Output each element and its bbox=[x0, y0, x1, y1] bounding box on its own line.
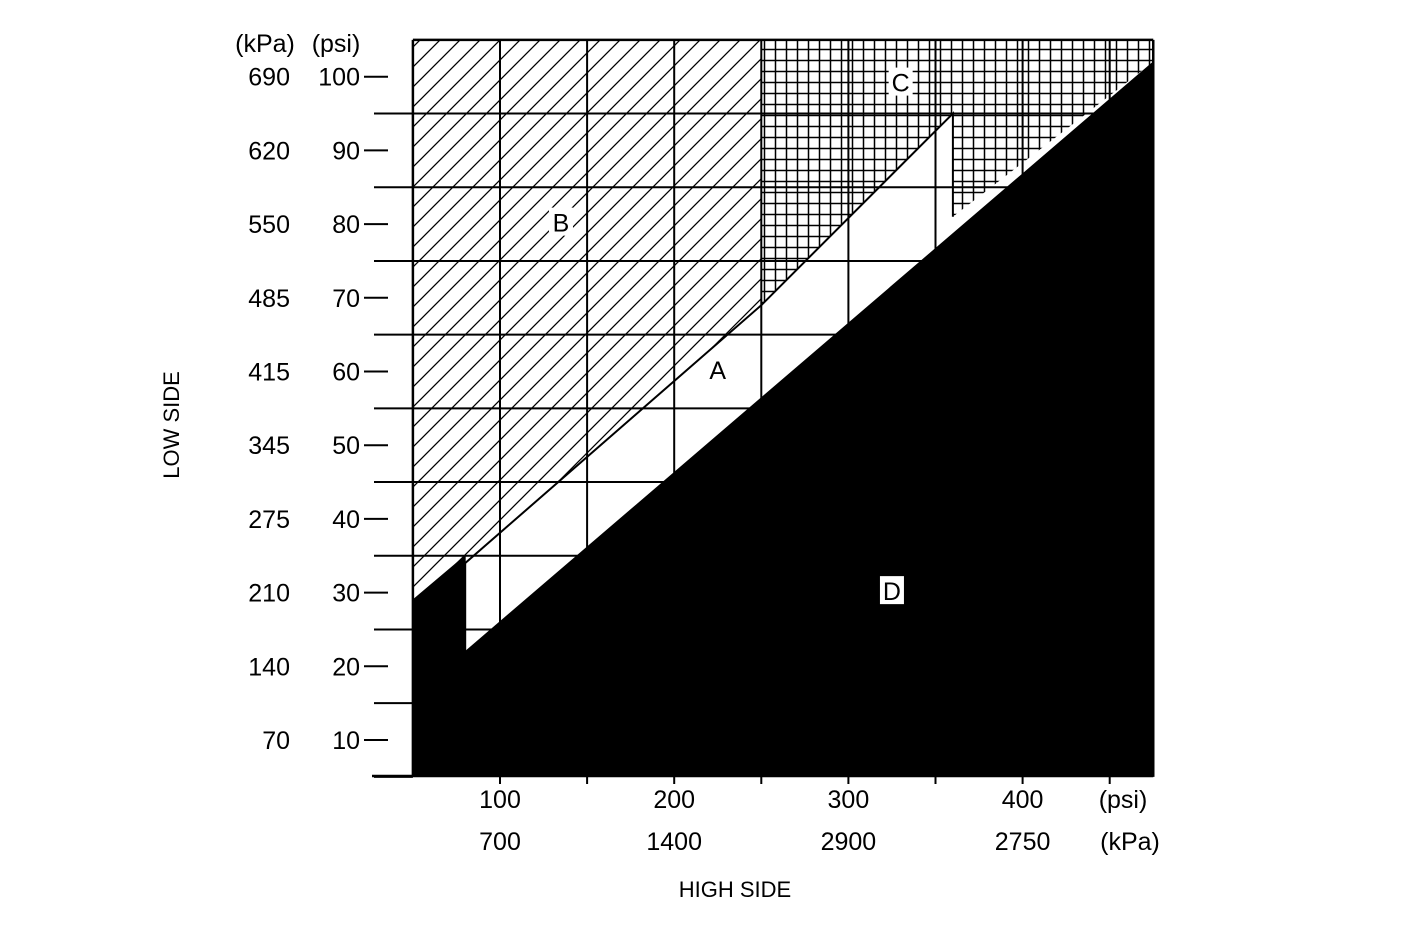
x-psi-tick-label: 200 bbox=[653, 786, 695, 814]
y-kpa-tick-label: 345 bbox=[248, 432, 290, 460]
y-psi-tick-label: 70 bbox=[332, 285, 360, 313]
y-psi-unit-label: (psi) bbox=[312, 30, 361, 58]
region-c bbox=[761, 41, 1154, 306]
y-kpa-tick-label: 620 bbox=[248, 137, 290, 165]
x-kpa-tick-label: 1400 bbox=[646, 828, 702, 856]
y-kpa-tick-label: 140 bbox=[248, 653, 290, 681]
region-label-bg bbox=[888, 67, 913, 96]
y-psi-tick-label: 50 bbox=[332, 432, 360, 460]
x-kpa-tick-label: 2750 bbox=[995, 828, 1051, 856]
y-psi-tick-label: 100 bbox=[318, 64, 360, 92]
x-kpa-tick-label: 2900 bbox=[821, 828, 877, 856]
x-axis-title: HIGH SIDE bbox=[679, 877, 791, 902]
plot-area bbox=[413, 41, 1154, 776]
y-psi-tick-label: 90 bbox=[332, 137, 360, 165]
region-label-bg bbox=[705, 355, 730, 384]
y-psi-tick-label: 20 bbox=[332, 653, 360, 681]
region-label-d: D bbox=[883, 578, 901, 606]
region-label-bg bbox=[548, 207, 573, 236]
region-a-boundary bbox=[464, 111, 954, 652]
region-label-a: A bbox=[709, 357, 726, 385]
y-kpa-tick-label: 415 bbox=[248, 359, 290, 387]
y-kpa-tick-label: 275 bbox=[248, 506, 290, 534]
y-kpa-tick-label: 485 bbox=[248, 285, 290, 313]
x-psi-tick-label: 100 bbox=[479, 786, 521, 814]
region-label-c: C bbox=[892, 70, 910, 98]
y-kpa-unit-label: (kPa) bbox=[235, 30, 295, 58]
region-labels: A B C D bbox=[548, 67, 913, 606]
y-kpa-tick-label: 210 bbox=[248, 580, 290, 608]
region-label-bg bbox=[879, 576, 904, 605]
y-axis-title: LOW SIDE bbox=[159, 371, 184, 479]
y-psi-tick-label: 30 bbox=[332, 580, 360, 608]
x-psi-tick-label: 300 bbox=[828, 786, 870, 814]
region-label-b: B bbox=[553, 210, 570, 238]
y-psi-tick-label: 10 bbox=[332, 727, 360, 755]
y-kpa-tick-label: 70 bbox=[262, 727, 290, 755]
x-psi-unit-label: (psi) bbox=[1099, 786, 1148, 814]
y-kpa-tick-label: 550 bbox=[248, 211, 290, 239]
x-kpa-unit-label: (kPa) bbox=[1100, 828, 1160, 856]
x-psi-tick-label: 400 bbox=[1002, 786, 1044, 814]
y-psi-tick-label: 60 bbox=[332, 359, 360, 387]
high-side-axis: 100 700 200 1400 300 2900 400 2750 bbox=[372, 774, 1154, 856]
low-side-axis: 10 70 20 140 30 210 40 275 50 345 60 415 70 485 80 550 9… bbox=[248, 64, 413, 778]
y-psi-tick-label: 80 bbox=[332, 211, 360, 239]
y-psi-tick-label: 40 bbox=[332, 506, 360, 534]
y-kpa-tick-label: 690 bbox=[248, 64, 290, 92]
x-kpa-tick-label: 700 bbox=[479, 828, 521, 856]
